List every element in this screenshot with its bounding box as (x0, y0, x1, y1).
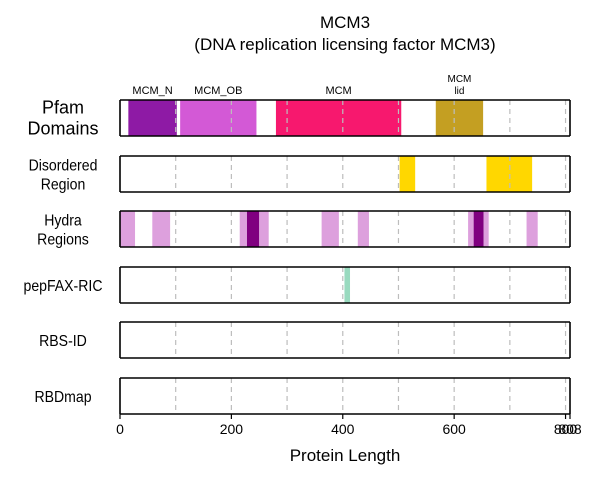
track-5: RBDmap (34, 377, 571, 415)
segment-2-5 (321, 211, 339, 247)
domain-label-1: MCM_OB (194, 85, 242, 97)
segment-2-1 (152, 211, 171, 247)
segment-0-2 (275, 100, 402, 136)
domain-label-0: MCM_N (132, 85, 172, 97)
track-4: RBS-ID (39, 321, 571, 359)
segment-2-8 (473, 211, 484, 247)
track-label-3: pepFAX-RIC (23, 277, 102, 295)
chart-title: MCM3 (320, 13, 370, 32)
track-label-0: Pfam Domains (27, 98, 98, 139)
x-tick-label-4: 800 (554, 421, 578, 437)
x-tick-label-2: 400 (331, 421, 355, 437)
track-0: MCM_N MCM_OB MCM MCM lid Pfam Domains (27, 74, 571, 139)
track-1: Disordered Region (29, 155, 571, 194)
segment-2-0 (120, 211, 136, 247)
segment-2-4 (259, 211, 269, 247)
segment-2-7 (468, 211, 474, 247)
track-label-2: Hydra Regions (37, 212, 89, 249)
segment-2-10 (526, 211, 538, 247)
track-2: Hydra Regions (37, 210, 571, 249)
segment-2-2 (239, 211, 247, 247)
segment-3-0 (344, 267, 351, 303)
x-tick-label-3: 600 (442, 421, 466, 437)
tracks-group: MCM_N MCM_OB MCM MCM lid Pfam Domains Disordere… (23, 74, 571, 415)
chart-subtitle: (DNA replication licensing factor MCM3) (194, 35, 495, 54)
x-tick-label-5: 808 (558, 421, 582, 437)
x-tick-label-0: 0 (116, 421, 124, 437)
segment-2-3 (246, 211, 260, 247)
x-tick-label-1: 200 (220, 421, 244, 437)
segment-0-1 (180, 100, 257, 136)
domain-label-2: MCM (325, 85, 351, 97)
track-label-4: RBS-ID (39, 332, 87, 350)
x-axis-label: Protein Length (290, 446, 401, 465)
domain-label-3: MCM lid (448, 74, 472, 97)
track-3: pepFAX-RIC (23, 266, 571, 304)
segment-0-0 (128, 100, 177, 136)
track-label-5: RBDmap (34, 388, 91, 406)
track-label-1: Disordered Region (29, 157, 98, 194)
segment-0-3 (435, 100, 484, 136)
segment-2-9 (483, 211, 489, 247)
segment-2-6 (357, 211, 369, 247)
segment-1-0 (399, 156, 416, 192)
